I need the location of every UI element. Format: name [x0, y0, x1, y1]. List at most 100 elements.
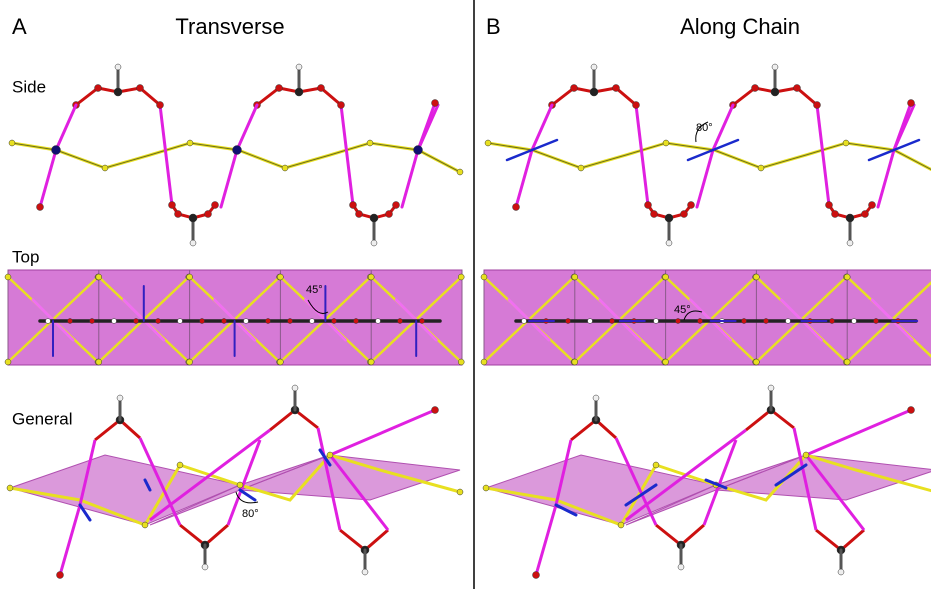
atom — [233, 146, 242, 155]
atom — [908, 100, 915, 107]
atom — [874, 319, 879, 324]
atom — [458, 359, 464, 365]
atom — [432, 100, 439, 107]
atom — [665, 214, 673, 222]
atom — [276, 85, 283, 92]
atom — [764, 319, 769, 324]
atom — [370, 214, 378, 222]
atom — [610, 319, 615, 324]
angle-label: 80° — [696, 122, 713, 134]
panel-a-structure — [5, 64, 464, 579]
atom — [190, 240, 196, 246]
atom — [310, 319, 315, 324]
atom — [846, 214, 854, 222]
atom — [698, 319, 703, 324]
atom — [354, 319, 359, 324]
atom — [458, 274, 464, 280]
atom — [350, 202, 357, 209]
atom — [678, 564, 684, 570]
atom — [368, 274, 374, 280]
atom — [753, 274, 759, 280]
atom — [752, 85, 759, 92]
atom — [753, 359, 759, 365]
atom — [457, 489, 463, 495]
atom — [432, 407, 439, 414]
atom — [651, 211, 658, 218]
atom — [663, 359, 669, 365]
atom — [862, 211, 869, 218]
atom — [832, 211, 839, 218]
atom — [814, 102, 821, 109]
atom — [187, 359, 193, 365]
atom — [202, 564, 208, 570]
atom — [481, 359, 487, 365]
atom — [96, 359, 102, 365]
atom — [578, 165, 584, 171]
atom — [613, 85, 620, 92]
atom — [102, 165, 108, 171]
atom — [420, 319, 425, 324]
atom — [332, 319, 337, 324]
atom — [175, 211, 182, 218]
atom — [115, 64, 121, 70]
atom — [590, 88, 598, 96]
atom — [803, 452, 809, 458]
atom — [772, 64, 778, 70]
bond — [817, 105, 829, 205]
atom — [758, 165, 764, 171]
bond — [636, 105, 648, 205]
figure: A Transverse B Along Chain Side Top Gene… — [0, 0, 931, 589]
bond — [40, 150, 56, 207]
atom — [483, 485, 489, 491]
atom — [244, 319, 249, 324]
row-label: Top — [12, 247, 39, 266]
atom — [654, 319, 659, 324]
atom — [481, 274, 487, 280]
bond — [697, 150, 713, 207]
atom — [95, 85, 102, 92]
panel-letter: B — [486, 14, 501, 39]
atom — [134, 319, 139, 324]
panel-b-structure — [481, 64, 931, 579]
atom — [618, 522, 624, 528]
atom — [371, 240, 377, 246]
atom — [588, 319, 593, 324]
atom — [393, 202, 400, 209]
atom — [277, 359, 283, 365]
polyhedron — [486, 455, 716, 525]
atom — [826, 202, 833, 209]
atom — [593, 395, 599, 401]
atom — [794, 85, 801, 92]
atom — [572, 274, 578, 280]
atom — [205, 211, 212, 218]
atom — [771, 88, 779, 96]
bond — [221, 150, 237, 207]
atom — [338, 102, 345, 109]
angle-label: 80° — [242, 508, 259, 520]
bond — [341, 105, 353, 205]
bond — [418, 103, 435, 150]
atom — [212, 202, 219, 209]
atom — [663, 274, 669, 280]
atom — [838, 569, 844, 575]
atom — [633, 102, 640, 109]
atom — [288, 319, 293, 324]
angle-label: 45° — [674, 304, 691, 316]
panel-letter: A — [12, 14, 27, 39]
panel-title: Transverse — [175, 14, 284, 39]
atom — [156, 319, 161, 324]
atom — [742, 319, 747, 324]
atom — [852, 319, 857, 324]
atom — [676, 319, 681, 324]
atom — [414, 146, 423, 155]
atom — [96, 274, 102, 280]
atom — [112, 319, 117, 324]
atom — [295, 88, 303, 96]
atom — [237, 482, 243, 488]
atom — [398, 319, 403, 324]
bond — [878, 150, 894, 207]
atom — [681, 211, 688, 218]
atom — [7, 485, 13, 491]
atom — [37, 204, 44, 211]
atom — [566, 319, 571, 324]
